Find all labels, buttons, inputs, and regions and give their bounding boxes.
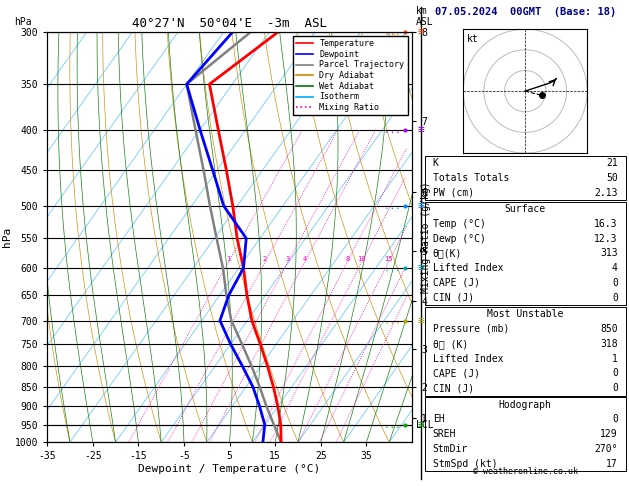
Text: Most Unstable: Most Unstable <box>487 309 564 319</box>
Text: 1: 1 <box>226 256 230 262</box>
Text: 4: 4 <box>612 263 618 273</box>
Text: ≡: ≡ <box>417 201 424 211</box>
Text: SREH: SREH <box>433 429 456 439</box>
Bar <box>425 156 626 200</box>
Text: 850: 850 <box>600 324 618 334</box>
Text: Totals Totals: Totals Totals <box>433 173 509 183</box>
Bar <box>425 307 626 396</box>
Text: CAPE (J): CAPE (J) <box>433 278 480 288</box>
Text: 07.05.2024  00GMT  (Base: 18): 07.05.2024 00GMT (Base: 18) <box>435 7 616 17</box>
Text: ≡: ≡ <box>417 315 424 326</box>
Text: 0: 0 <box>612 278 618 288</box>
Text: 0: 0 <box>612 415 618 424</box>
Text: km
ASL: km ASL <box>416 6 433 28</box>
Text: 129: 129 <box>600 429 618 439</box>
Text: LCL: LCL <box>416 420 433 430</box>
Text: CIN (J): CIN (J) <box>433 383 474 393</box>
Bar <box>425 397 626 471</box>
Text: 50: 50 <box>606 173 618 183</box>
Y-axis label: hPa: hPa <box>2 227 12 247</box>
Text: 270°: 270° <box>594 444 618 454</box>
Text: kt: kt <box>467 34 479 44</box>
Text: 3: 3 <box>286 256 290 262</box>
Text: Lifted Index: Lifted Index <box>433 354 503 364</box>
Text: EH: EH <box>433 415 444 424</box>
Text: Dewp (°C): Dewp (°C) <box>433 234 486 243</box>
Title: 40°27'N  50°04'E  -3m  ASL: 40°27'N 50°04'E -3m ASL <box>132 17 327 31</box>
Text: 0: 0 <box>612 293 618 303</box>
Text: StmSpd (kt): StmSpd (kt) <box>433 459 498 469</box>
Text: CIN (J): CIN (J) <box>433 293 474 303</box>
Text: 17: 17 <box>606 459 618 469</box>
Text: ≡: ≡ <box>417 27 424 36</box>
Text: 15: 15 <box>384 256 392 262</box>
Text: 1: 1 <box>612 354 618 364</box>
Text: Hodograph: Hodograph <box>499 399 552 410</box>
Text: Lifted Index: Lifted Index <box>433 263 503 273</box>
Text: StmDir: StmDir <box>433 444 468 454</box>
Text: Temp (°C): Temp (°C) <box>433 219 486 229</box>
Text: θᴇ(K): θᴇ(K) <box>433 248 462 259</box>
Text: 2: 2 <box>263 256 267 262</box>
Text: 0: 0 <box>612 368 618 379</box>
Text: θᴇ (K): θᴇ (K) <box>433 339 468 349</box>
Text: 313: 313 <box>600 248 618 259</box>
Text: Surface: Surface <box>504 204 546 214</box>
Text: K: K <box>433 158 438 168</box>
Text: 12.3: 12.3 <box>594 234 618 243</box>
Text: ≡: ≡ <box>417 263 424 273</box>
Text: Pressure (mb): Pressure (mb) <box>433 324 509 334</box>
Text: 4: 4 <box>303 256 307 262</box>
Text: 21: 21 <box>606 158 618 168</box>
Text: Mixing Ratio (g/kg): Mixing Ratio (g/kg) <box>421 181 431 293</box>
Text: © weatheronline.co.uk: © weatheronline.co.uk <box>473 467 577 476</box>
Text: 0: 0 <box>612 383 618 393</box>
Text: 8: 8 <box>345 256 349 262</box>
Bar <box>425 202 626 305</box>
Text: hPa: hPa <box>14 17 32 28</box>
Text: 318: 318 <box>600 339 618 349</box>
Text: CAPE (J): CAPE (J) <box>433 368 480 379</box>
Text: ≡: ≡ <box>417 420 424 430</box>
Legend: Temperature, Dewpoint, Parcel Trajectory, Dry Adiabat, Wet Adiabat, Isotherm, Mi: Temperature, Dewpoint, Parcel Trajectory… <box>293 36 408 115</box>
Text: ≡: ≡ <box>417 125 424 135</box>
X-axis label: Dewpoint / Temperature (°C): Dewpoint / Temperature (°C) <box>138 464 321 474</box>
Text: 16.3: 16.3 <box>594 219 618 229</box>
Text: 2.13: 2.13 <box>594 188 618 197</box>
Text: 10: 10 <box>357 256 365 262</box>
Text: PW (cm): PW (cm) <box>433 188 474 197</box>
